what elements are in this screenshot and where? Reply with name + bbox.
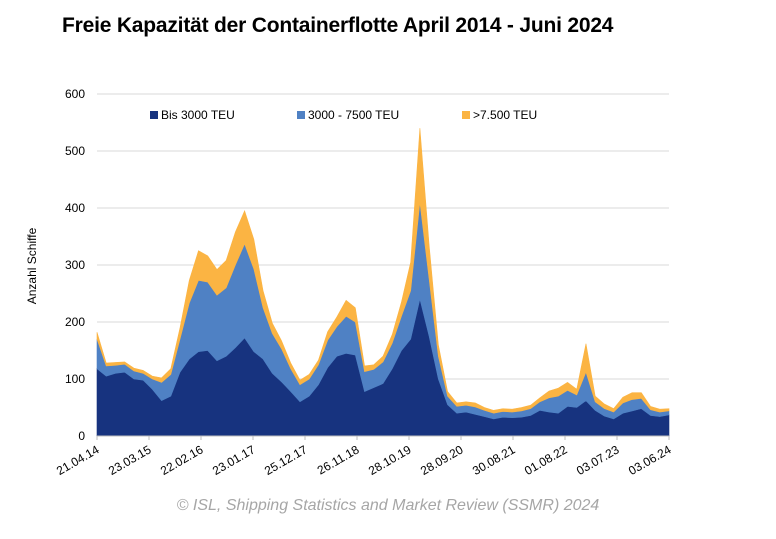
x-tick-label: 28.09.20 <box>418 442 466 478</box>
y-tick-label: 0 <box>78 429 85 443</box>
y-tick-label: 300 <box>65 258 85 272</box>
x-tick-label: 21.04.14 <box>54 442 102 478</box>
legend-swatch <box>462 111 470 119</box>
copyright-footer: © ISL, Shipping Statistics and Market Re… <box>176 497 600 514</box>
legend-item: Bis 3000 TEU <box>150 108 235 122</box>
area-series-3 <box>96 128 670 414</box>
x-tick-label: 03.06.24 <box>626 442 674 478</box>
legend: Bis 3000 TEU 3000 - 7500 TEU >7.500 TEU <box>150 108 537 122</box>
chart-title: Freie Kapazität der Containerflotte Apri… <box>62 14 614 37</box>
y-tick-label: 400 <box>65 201 85 215</box>
x-tick-label: 03.07.23 <box>574 442 622 478</box>
legend-label: 3000 - 7500 TEU <box>308 108 399 122</box>
x-tick-label: 22.02.16 <box>158 442 206 478</box>
x-tick-label: 23.01.17 <box>210 442 258 478</box>
x-tick-label: 30.08.21 <box>470 442 518 478</box>
legend-item: 3000 - 7500 TEU <box>297 108 399 122</box>
y-tick-label: 100 <box>65 372 85 386</box>
stacked-areas <box>96 128 670 437</box>
x-tick-label: 23.03.15 <box>106 442 154 478</box>
y-tick-labels: 0 100 200 300 400 500 600 <box>65 87 85 443</box>
legend-label: >7.500 TEU <box>473 108 537 122</box>
y-axis-label: Anzahl Schiffe <box>25 227 39 304</box>
y-tick-label: 500 <box>65 144 85 158</box>
y-tick-label: 200 <box>65 315 85 329</box>
legend-item: >7.500 TEU <box>462 108 537 122</box>
legend-swatch <box>297 111 305 119</box>
x-tick-label: 26.11.18 <box>315 442 362 477</box>
x-tick-label: 25.12.17 <box>262 442 310 478</box>
x-tick-label: 28.10.19 <box>366 442 414 478</box>
y-tick-label: 600 <box>65 87 85 101</box>
x-axis <box>96 435 670 440</box>
legend-swatch <box>150 111 158 119</box>
x-tick-labels: 21.04.14 23.03.15 22.02.16 23.01.17 25.12.17… <box>54 442 674 478</box>
x-tick-label: 01.08.22 <box>522 442 570 478</box>
legend-label: Bis 3000 TEU <box>161 108 235 122</box>
